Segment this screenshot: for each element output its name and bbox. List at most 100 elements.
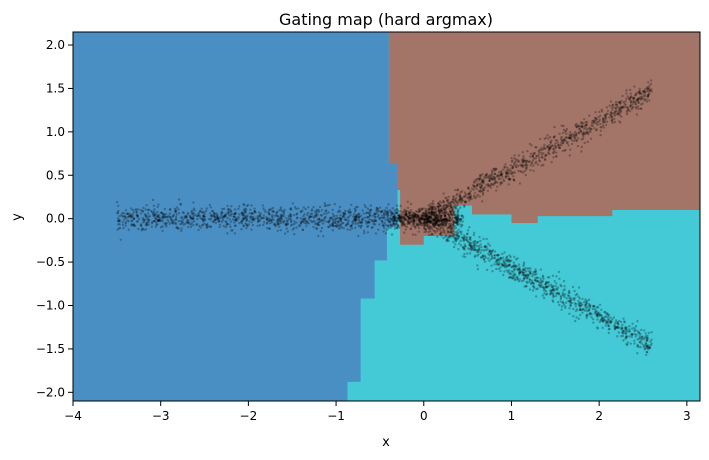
scatter-point — [631, 322, 634, 325]
scatter-point — [609, 100, 613, 103]
scatter-point — [133, 217, 136, 220]
scatter-point — [622, 100, 625, 104]
scatter-point — [445, 234, 448, 237]
scatter-point — [434, 207, 437, 211]
scatter-point — [454, 198, 457, 201]
scatter-point — [182, 211, 185, 215]
scatter-point — [611, 318, 614, 321]
scatter-point — [468, 199, 471, 202]
scatter-point — [415, 214, 418, 218]
scatter-point — [562, 139, 565, 142]
scatter-point — [575, 133, 578, 137]
scatter-point — [226, 204, 229, 208]
scatter-point — [553, 135, 556, 138]
scatter-point — [509, 164, 512, 167]
scatter-point — [518, 278, 521, 281]
scatter-point — [469, 190, 472, 193]
scatter-point — [377, 228, 380, 231]
scatter-point — [429, 230, 432, 233]
scatter-point — [476, 184, 479, 187]
scatter-point — [609, 113, 613, 116]
scatter-point — [628, 97, 631, 101]
scatter-point — [456, 216, 459, 219]
scatter-point — [202, 214, 205, 218]
scatter-point — [629, 96, 632, 100]
scatter-point — [584, 124, 588, 127]
scatter-point — [151, 220, 154, 224]
scatter-point — [456, 223, 459, 226]
scatter-point — [539, 279, 543, 282]
scatter-point — [605, 112, 608, 116]
scatter-point — [222, 215, 225, 219]
scatter-point — [399, 217, 402, 220]
scatter-point — [213, 215, 216, 218]
scatter-point — [216, 217, 220, 221]
scatter-point — [358, 220, 361, 223]
scatter-point — [217, 220, 220, 223]
scatter-point — [476, 268, 480, 271]
scatter-point — [389, 221, 392, 224]
scatter-point — [165, 225, 168, 228]
x-axis-label: x — [382, 435, 390, 450]
scatter-point — [464, 200, 468, 204]
scatter-point — [586, 131, 590, 134]
scatter-point — [268, 208, 271, 211]
scatter-point — [355, 218, 358, 221]
scatter-point — [491, 249, 495, 252]
scatter-point — [603, 120, 606, 123]
scatter-point — [214, 218, 217, 221]
scatter-point — [369, 208, 373, 211]
scatter-point — [378, 217, 381, 220]
scatter-point — [413, 224, 416, 228]
scatter-point — [228, 218, 231, 221]
scatter-point — [132, 217, 136, 221]
scatter-point — [392, 220, 395, 223]
scatter-point — [192, 217, 195, 221]
scatter-point — [581, 297, 584, 301]
scatter-point — [430, 205, 433, 208]
scatter-point — [404, 209, 407, 212]
scatter-point — [441, 220, 444, 223]
scatter-point — [157, 219, 160, 222]
scatter-point — [518, 182, 522, 185]
scatter-point — [559, 294, 563, 298]
scatter-point — [339, 210, 342, 213]
scatter-point — [431, 211, 434, 214]
scatter-point — [575, 316, 578, 319]
scatter-point — [341, 215, 345, 219]
scatter-point — [525, 276, 529, 280]
scatter-point — [437, 202, 440, 205]
scatter-point — [547, 148, 551, 151]
scatter-point — [354, 222, 357, 226]
scatter-point — [639, 97, 643, 100]
scatter-point — [569, 148, 572, 151]
scatter-point — [556, 144, 560, 147]
scatter-point — [440, 209, 444, 212]
scatter-point — [362, 229, 366, 233]
scatter-point — [266, 226, 269, 230]
scatter-point — [267, 210, 270, 213]
scatter-point — [595, 309, 598, 313]
scatter-point — [144, 214, 147, 218]
scatter-point — [598, 120, 601, 123]
scatter-point — [403, 218, 407, 222]
scatter-point — [624, 100, 627, 103]
scatter-point — [616, 326, 619, 329]
scatter-point — [462, 199, 465, 202]
scatter-point — [328, 219, 332, 223]
scatter-point — [570, 136, 573, 139]
scatter-point — [484, 174, 488, 177]
scatter-point — [257, 215, 261, 218]
scatter-point — [620, 328, 624, 331]
scatter-point — [456, 209, 459, 212]
scatter-point — [633, 342, 636, 345]
scatter-point — [242, 217, 245, 220]
scatter-point — [431, 207, 434, 211]
scatter-point — [317, 222, 320, 225]
scatter-point — [600, 314, 603, 317]
scatter-point — [432, 218, 435, 222]
scatter-point — [427, 233, 431, 237]
scatter-point — [427, 204, 430, 207]
scatter-point — [438, 219, 441, 222]
scatter-point — [413, 214, 416, 218]
